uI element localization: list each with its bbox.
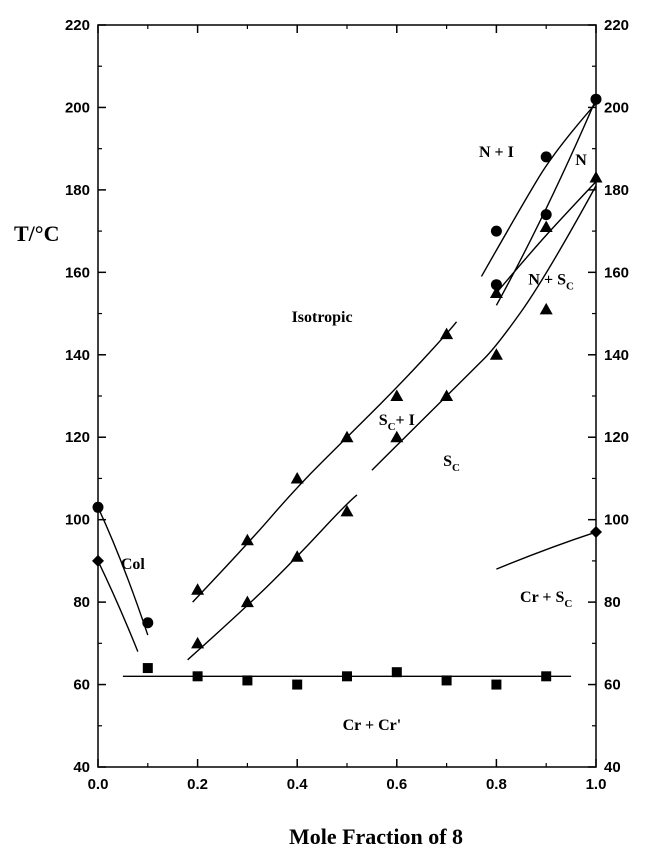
y-tick-label-right: 220 xyxy=(604,17,629,34)
y-tick-label: 80 xyxy=(73,594,90,611)
y-tick-label-right: 120 xyxy=(604,429,629,446)
square-marker xyxy=(242,675,253,686)
x-axis-title: Mole Fraction of 8 xyxy=(289,824,463,849)
circle-marker xyxy=(590,93,602,105)
diamond-marker xyxy=(590,526,602,539)
phase-boundaries xyxy=(97,98,597,678)
y-tick-label: 220 xyxy=(65,17,90,34)
region-label: Col xyxy=(121,556,146,573)
phase-boundary-curve xyxy=(495,98,597,306)
region-label: Isotropic xyxy=(292,309,353,326)
triangle-marker xyxy=(390,389,404,401)
y-tick-label: 200 xyxy=(65,99,90,116)
left-axis-ticks: 40 60 80 100 120 140 160 180 200 220 xyxy=(65,17,106,776)
triangle-marker xyxy=(240,595,254,608)
triangle-marker xyxy=(340,504,354,517)
triangle-marker xyxy=(489,286,503,298)
y-tick-label-right: 40 xyxy=(604,759,621,776)
triangle-marker xyxy=(191,636,205,649)
right-axis-ticks: 40 60 80 100 120 140 160 180 200 220 xyxy=(588,17,629,776)
region-label: N xyxy=(575,152,587,169)
square-marker xyxy=(192,671,203,682)
square-marker xyxy=(292,679,303,690)
y-axis-title: T/°C xyxy=(14,221,59,246)
triangle-marker xyxy=(290,471,304,484)
triangle-marker xyxy=(191,583,205,595)
phase-boundary-curve xyxy=(480,102,597,277)
triangle-marker xyxy=(589,171,603,183)
x-tick-label: 0.6 xyxy=(386,776,407,793)
phase-boundary-curve xyxy=(97,507,149,636)
y-tick-label: 180 xyxy=(65,182,90,199)
square-marker xyxy=(142,663,153,674)
triangle-marker xyxy=(489,348,503,360)
y-tick-label-right: 160 xyxy=(604,264,629,281)
y-tick-label: 120 xyxy=(65,429,90,446)
phase-boundary-curve xyxy=(496,531,597,570)
circle-marker xyxy=(142,617,154,629)
y-tick-label-right: 140 xyxy=(604,347,629,364)
region-labels: Isotropic N + I N N + SC SC+ I SC Col Cr + SC Cr… xyxy=(121,144,587,734)
triangle-marker xyxy=(240,533,254,546)
triangle-marker xyxy=(290,550,304,562)
top-axis-ticks xyxy=(97,25,597,33)
triangle-marker xyxy=(539,302,553,315)
region-label: SC xyxy=(443,453,460,474)
square-marker xyxy=(541,671,552,682)
circle-marker xyxy=(92,501,104,513)
y-tick-label: 100 xyxy=(65,512,90,529)
circle-marker xyxy=(540,151,552,163)
triangle-marker xyxy=(440,327,454,340)
square-marker xyxy=(491,679,502,690)
triangle-marker xyxy=(340,430,354,443)
y-tick-label-right: 60 xyxy=(604,677,621,694)
x-tick-label: 0.0 xyxy=(88,776,109,793)
y-tick-label-right: 200 xyxy=(604,99,629,116)
phase-boundary-curve xyxy=(97,560,139,652)
y-tick-label: 140 xyxy=(65,347,90,364)
triangle-marker xyxy=(440,389,454,401)
phase-boundary-curve xyxy=(187,494,358,661)
diamond-marker xyxy=(92,554,104,567)
x-tick-label: 0.4 xyxy=(287,776,309,793)
x-tick-label: 1.0 xyxy=(586,776,607,793)
y-tick-label: 40 xyxy=(73,759,90,776)
y-tick-label-right: 100 xyxy=(604,512,629,529)
phase-boundary-curve xyxy=(371,185,597,471)
region-label: Cr + SC xyxy=(520,589,572,610)
region-label: N + SC xyxy=(528,272,574,293)
circle-marker xyxy=(540,209,552,221)
y-tick-label: 160 xyxy=(65,264,90,281)
plot-frame xyxy=(97,24,597,768)
bottom-axis-ticks: 0.0 0.2 0.4 0.6 0.8 1.0 xyxy=(88,759,607,793)
plot-area-border xyxy=(97,24,597,768)
x-tick-label: 0.2 xyxy=(187,776,208,793)
circle-marker xyxy=(490,279,502,291)
region-label: N + I xyxy=(479,144,514,161)
region-label: SC+ I xyxy=(379,412,415,433)
data-markers xyxy=(92,93,603,690)
phase-boundary-curve xyxy=(192,321,458,603)
region-label: Cr + Cr' xyxy=(343,717,402,734)
triangle-marker xyxy=(390,430,404,443)
y-tick-label-right: 80 xyxy=(604,594,621,611)
circle-marker xyxy=(490,225,502,237)
y-tick-label-right: 180 xyxy=(604,182,629,199)
square-marker xyxy=(441,675,452,686)
triangle-marker xyxy=(539,220,553,232)
square-marker xyxy=(342,671,352,682)
square-marker xyxy=(391,667,402,678)
y-tick-label: 60 xyxy=(73,677,90,694)
x-tick-label: 0.8 xyxy=(486,776,507,793)
